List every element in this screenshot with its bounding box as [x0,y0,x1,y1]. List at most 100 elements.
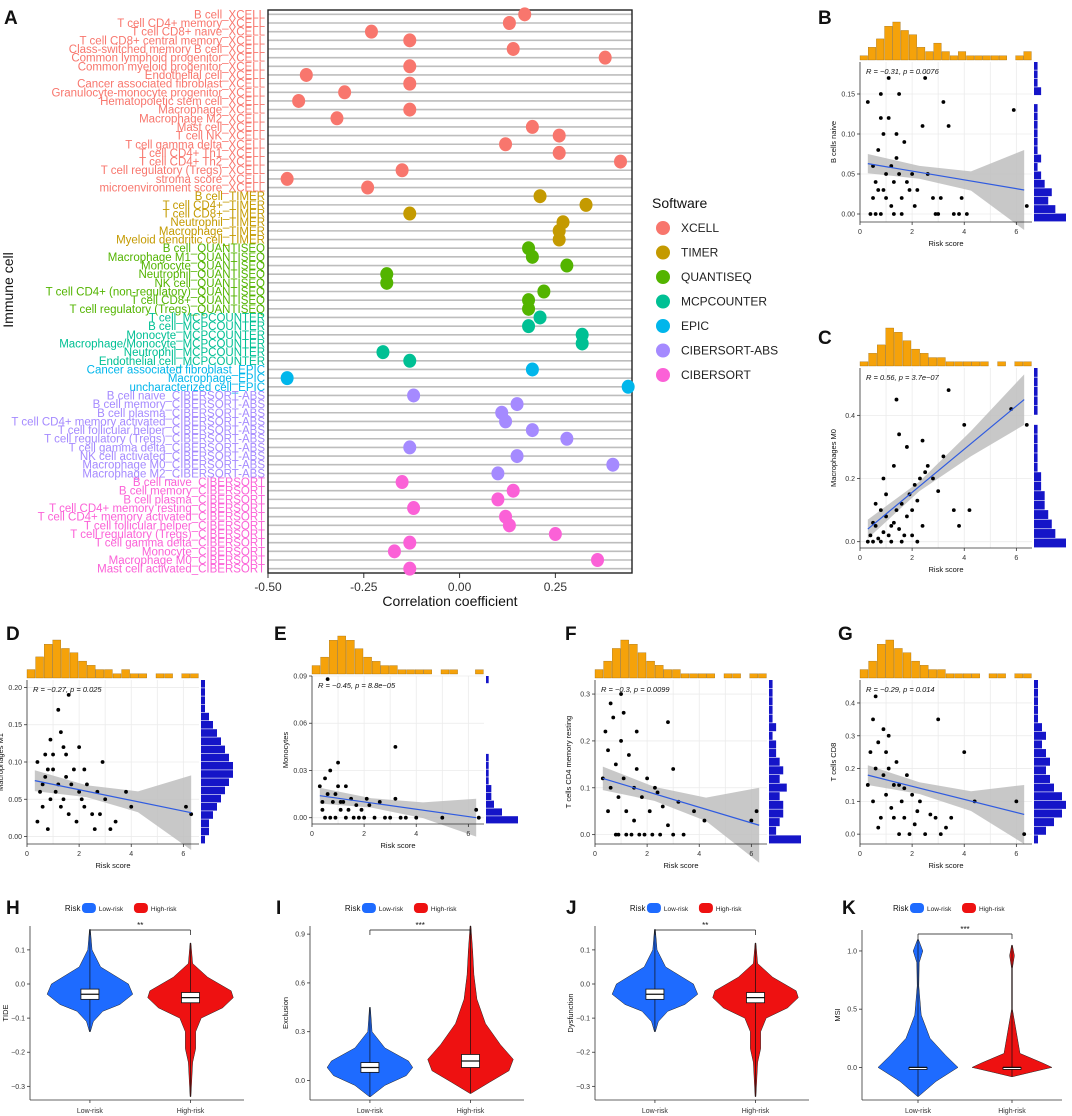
top-histogram-bar [974,55,983,61]
data-point [82,804,87,809]
data-point [876,536,881,541]
data-point [613,832,618,837]
data-point [79,797,84,802]
correlation-point [506,483,520,498]
data-point [1022,832,1027,837]
data-point [40,782,45,787]
top-histogram-bar [95,669,104,679]
data-point [920,124,925,128]
correlation-point [364,24,378,39]
x-tick-label: 4 [962,851,966,858]
top-histogram-bar [672,669,681,679]
x-axis-title: Risk score [663,861,698,870]
correlation-point [560,431,574,446]
top-histogram-bar [646,660,655,679]
data-point [891,180,896,184]
data-point [878,539,883,544]
regression-line [602,777,760,826]
row-label: Macrophage M2_XCELL [139,113,266,125]
side-histogram-bar [1034,792,1062,801]
data-point [629,832,634,837]
y-tick-label: 0.6 [295,980,305,987]
confidence-band [319,787,477,837]
top-histogram-bar [758,673,767,679]
data-point [606,748,610,753]
side-histogram-bar [486,785,492,793]
panel-j: J Risk Low-risk High-risk 0.1 0.0 −0.1 −0.2 −0.3… [566,898,809,1115]
data-point [600,776,605,781]
data-point [611,715,616,720]
row-label: Neutrophil_QUANTISEQ [138,269,265,281]
data-point [72,767,76,772]
x-axis-title: Risk score [380,841,415,850]
correlation-point [361,180,375,195]
top-histogram-bar [877,644,886,679]
data-point [941,454,946,459]
top-histogram-bar [911,348,920,367]
data-point [336,760,340,765]
side-histogram-bar [769,826,777,835]
data-point [474,807,479,812]
top-histogram-bar [892,21,901,61]
side-histogram-bar [1034,714,1038,723]
row-label: T cell CD4+ memory activated_CIBERSORT-A… [11,416,265,428]
row-label: B cell_XCELL [194,9,266,21]
data-point [949,815,954,820]
significance-label: *** [960,925,969,934]
data-point [671,767,676,771]
top-histogram-bar [997,361,1006,367]
correlation-point [407,501,421,516]
correlation-annotation: R = −0.3, p = 0.0099 [601,685,670,694]
data-point [655,790,660,795]
data-point [886,733,891,738]
correlation-point [552,145,566,160]
data-point [624,832,629,837]
top-histogram-bar [320,656,329,675]
data-point [894,132,899,136]
top-histogram-bar [1015,55,1024,61]
data-point [328,815,333,820]
data-point [910,508,915,513]
row-label: uncharacterized cell_EPIC [129,382,265,394]
data-point [74,819,79,824]
y-tick-label: 0.9 [295,932,305,939]
data-point [403,815,408,820]
side-histogram-bar [769,783,787,792]
significance-label: ** [137,921,143,930]
side-histogram-bar [1034,680,1038,689]
row-label: Macrophage M1_QUANTISEQ [108,252,265,264]
legend: Software XCELL TIMER QUANTISEQ MCPCOUNTER EPI… [652,195,778,382]
panel-label: J [566,898,577,919]
side-histogram-bar [1034,104,1038,112]
data-point [899,501,904,506]
row-label: Neutrophil_MCPCOUNTER [124,347,265,359]
data-point [886,766,891,771]
legend-swatch [962,903,976,913]
side-histogram-bar [769,818,780,827]
row-label: Monocyte_QUANTISEQ [141,261,265,273]
data-point [325,792,330,796]
data-point [616,795,621,800]
top-histogram-bar [389,665,398,675]
correlation-point [292,93,306,108]
row-label: B cell plasma_CIBERSORT [123,494,265,506]
top-histogram-bar [181,673,190,679]
x-tick-label: 2 [77,851,81,858]
side-histogram-bar [201,729,217,737]
top-histogram-bar [877,344,886,367]
data-point [902,140,907,144]
regression-line [867,774,1025,816]
legend-marker [656,368,670,382]
data-point [884,172,888,176]
side-histogram-bar [1034,800,1066,809]
top-histogram-bar [397,669,407,675]
data-point [881,773,886,778]
top-histogram-bar [354,648,364,675]
side-histogram-bar [1034,538,1066,548]
data-point [941,100,946,104]
row-label: Macrophage M0_CIBERSORT-ABS [82,460,265,472]
legend-title: Risk [893,904,910,913]
correlation-point [395,475,409,490]
data-point [865,783,870,787]
data-point [889,806,894,810]
